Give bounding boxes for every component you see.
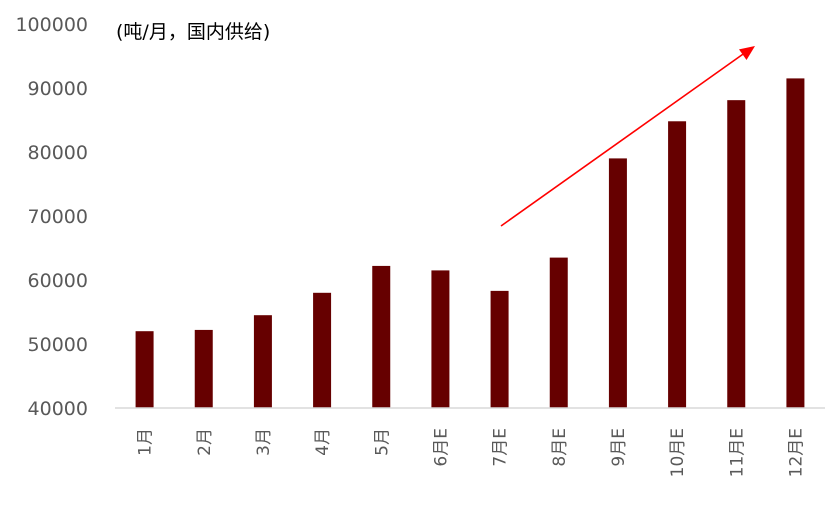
bar bbox=[372, 265, 391, 408]
bar bbox=[431, 270, 450, 408]
x-tick-label: 4月 bbox=[313, 428, 333, 456]
x-tick-label: 5月 bbox=[372, 428, 392, 456]
y-tick-label: 90000 bbox=[28, 78, 88, 100]
x-tick-label: 11月E bbox=[727, 428, 747, 477]
x-tick-label: 10月E bbox=[668, 428, 688, 477]
x-tick-label: 1月 bbox=[136, 428, 156, 456]
trend-arrow-head bbox=[739, 46, 755, 60]
bar bbox=[253, 315, 272, 408]
trend-arrow-line bbox=[500, 51, 747, 227]
y-tick-label: 100000 bbox=[15, 14, 88, 36]
x-tick-label: 3月 bbox=[254, 428, 274, 456]
x-tick-label: 7月E bbox=[491, 428, 511, 467]
x-tick-label: 6月E bbox=[431, 428, 451, 467]
bar bbox=[668, 121, 687, 408]
y-axis: 40000 50000 60000 70000 80000 90000 100000 bbox=[15, 14, 88, 420]
bar bbox=[194, 329, 213, 408]
bar bbox=[490, 290, 509, 408]
y-tick-label: 70000 bbox=[28, 206, 88, 228]
unit-label: (吨/月，国内供给) bbox=[116, 21, 270, 43]
bar bbox=[608, 158, 627, 408]
trend-arrow bbox=[500, 46, 755, 227]
bar bbox=[786, 78, 805, 409]
bar bbox=[313, 292, 332, 408]
bar bbox=[727, 100, 746, 408]
x-axis: 1月 2月 3月 4月 5月 6月E 7月E 8月E 9月E 10月E 11月E 12月E bbox=[136, 428, 807, 477]
x-tick-label: 9月E bbox=[609, 428, 629, 467]
bar bbox=[135, 331, 154, 408]
y-tick-label: 80000 bbox=[28, 142, 88, 164]
y-tick-label: 50000 bbox=[28, 334, 88, 356]
x-tick-label: 2月 bbox=[195, 428, 215, 456]
y-tick-label: 60000 bbox=[28, 270, 88, 292]
bars bbox=[135, 78, 805, 409]
x-tick-label: 8月E bbox=[550, 428, 570, 467]
y-tick-label: 40000 bbox=[28, 398, 88, 420]
bar bbox=[549, 257, 568, 408]
x-tick-label: 12月E bbox=[786, 428, 806, 477]
